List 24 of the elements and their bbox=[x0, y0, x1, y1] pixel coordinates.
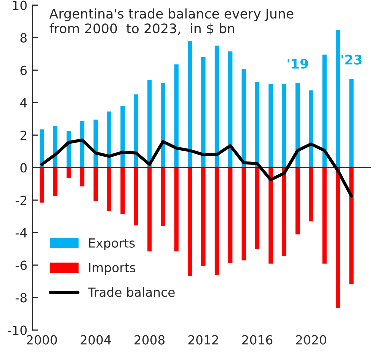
x-tick-label: 2020 bbox=[296, 335, 326, 345]
y-tick-label: 8 bbox=[20, 33, 27, 43]
y-tick-label: 6 bbox=[20, 66, 27, 76]
y-tick-label: 4 bbox=[20, 98, 28, 108]
text: Argentina's trade balance every June from 2000 to 2023, in $ bn bbox=[50, 8, 294, 36]
annotation: '19 bbox=[288, 58, 308, 69]
y-tick-label: 2 bbox=[20, 130, 27, 140]
x-tick-label: 2016 bbox=[242, 335, 273, 345]
legend-label: Imports bbox=[89, 263, 136, 275]
x-tick-label: 2012 bbox=[188, 335, 218, 345]
y-tick-label: 0 bbox=[20, 163, 27, 173]
y-tick-label: -8 bbox=[16, 293, 27, 303]
y-tick-label: -6 bbox=[16, 260, 27, 270]
y-tick-label: -4 bbox=[16, 228, 28, 238]
x-tick-label: 2004 bbox=[80, 335, 112, 345]
line-series bbox=[40, 138, 354, 198]
x-tick-label: 2000 bbox=[27, 335, 58, 345]
legend-label: Exports bbox=[89, 238, 135, 250]
x-tick-label: 2008 bbox=[134, 335, 165, 345]
y-tick-label: -10 bbox=[8, 326, 27, 336]
legend-label: Trade balance bbox=[88, 287, 175, 298]
y-tick-label: 10 bbox=[13, 0, 27, 10]
annotation: '23 bbox=[342, 54, 362, 65]
y-tick-label: -2 bbox=[16, 196, 27, 206]
